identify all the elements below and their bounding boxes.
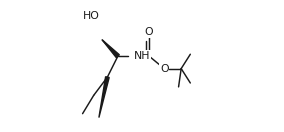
Text: O: O [145,27,153,37]
Text: NH: NH [134,51,150,61]
Text: O: O [160,64,168,74]
Polygon shape [102,40,119,58]
Text: HO: HO [83,11,100,21]
Polygon shape [99,77,109,118]
